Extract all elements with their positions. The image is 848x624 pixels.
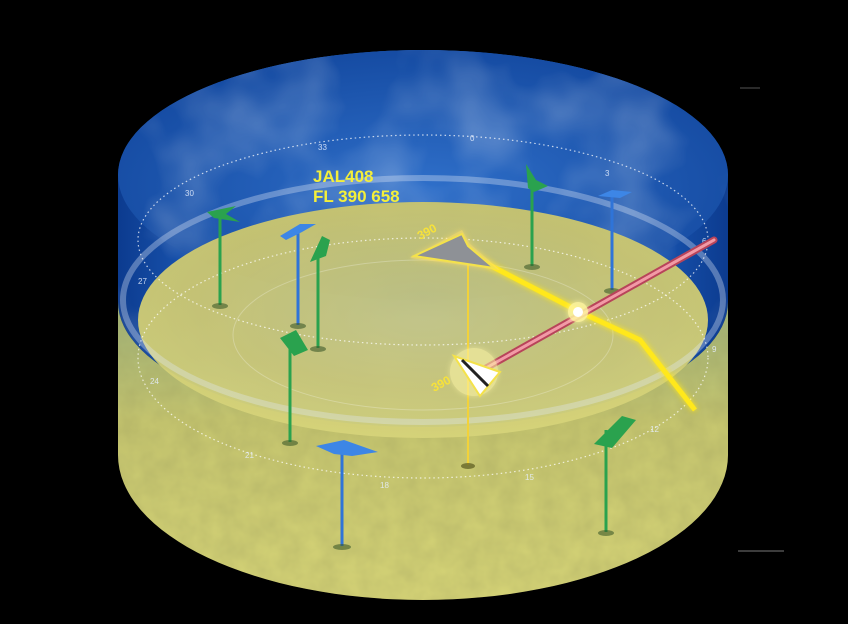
selected-aircraft-data-block[interactable]: JAL408 FL 390 658 — [313, 167, 400, 206]
compass-label: 3 — [605, 169, 610, 178]
conflict-path-line — [468, 252, 697, 412]
compass-label: 24 — [150, 377, 159, 386]
traffic-aircraft-green[interactable] — [594, 416, 636, 536]
compass-label: 27 — [138, 277, 147, 286]
traffic-aircraft-green[interactable] — [280, 330, 308, 446]
compass-label: 12 — [650, 425, 659, 434]
compass-label: 21 — [245, 451, 254, 460]
range-ring-inner — [232, 259, 614, 411]
compass-label: 30 — [185, 189, 194, 198]
traffic-aircraft-green[interactable] — [207, 206, 240, 309]
traffic-aircraft-green[interactable] — [524, 164, 548, 270]
compass-ring-lower — [137, 237, 709, 479]
ground-surface — [138, 202, 708, 438]
ownship-aircraft[interactable] — [450, 348, 502, 398]
altitude-layer-ring — [120, 175, 726, 425]
compass-labels: 0 3 6 9 12 15 18 21 24 27 30 33 — [138, 134, 717, 490]
compass-label: 18 — [380, 481, 389, 490]
flight-level-speed-label: FL 390 658 — [313, 187, 400, 206]
compass-label: 9 — [712, 345, 717, 354]
callsign-label: JAL408 — [313, 167, 373, 186]
traffic-aircraft-blue[interactable] — [280, 224, 316, 329]
traffic-layer — [207, 164, 636, 550]
compass-label: 0 — [470, 134, 475, 143]
traffic-aircraft-green[interactable] — [310, 236, 330, 352]
compass-label: 33 — [318, 143, 327, 152]
intruder-aircraft[interactable] — [410, 230, 500, 270]
conflict-geometry — [410, 230, 718, 469]
compass-label: 15 — [525, 473, 534, 482]
traffic-aircraft-blue[interactable] — [316, 440, 378, 550]
